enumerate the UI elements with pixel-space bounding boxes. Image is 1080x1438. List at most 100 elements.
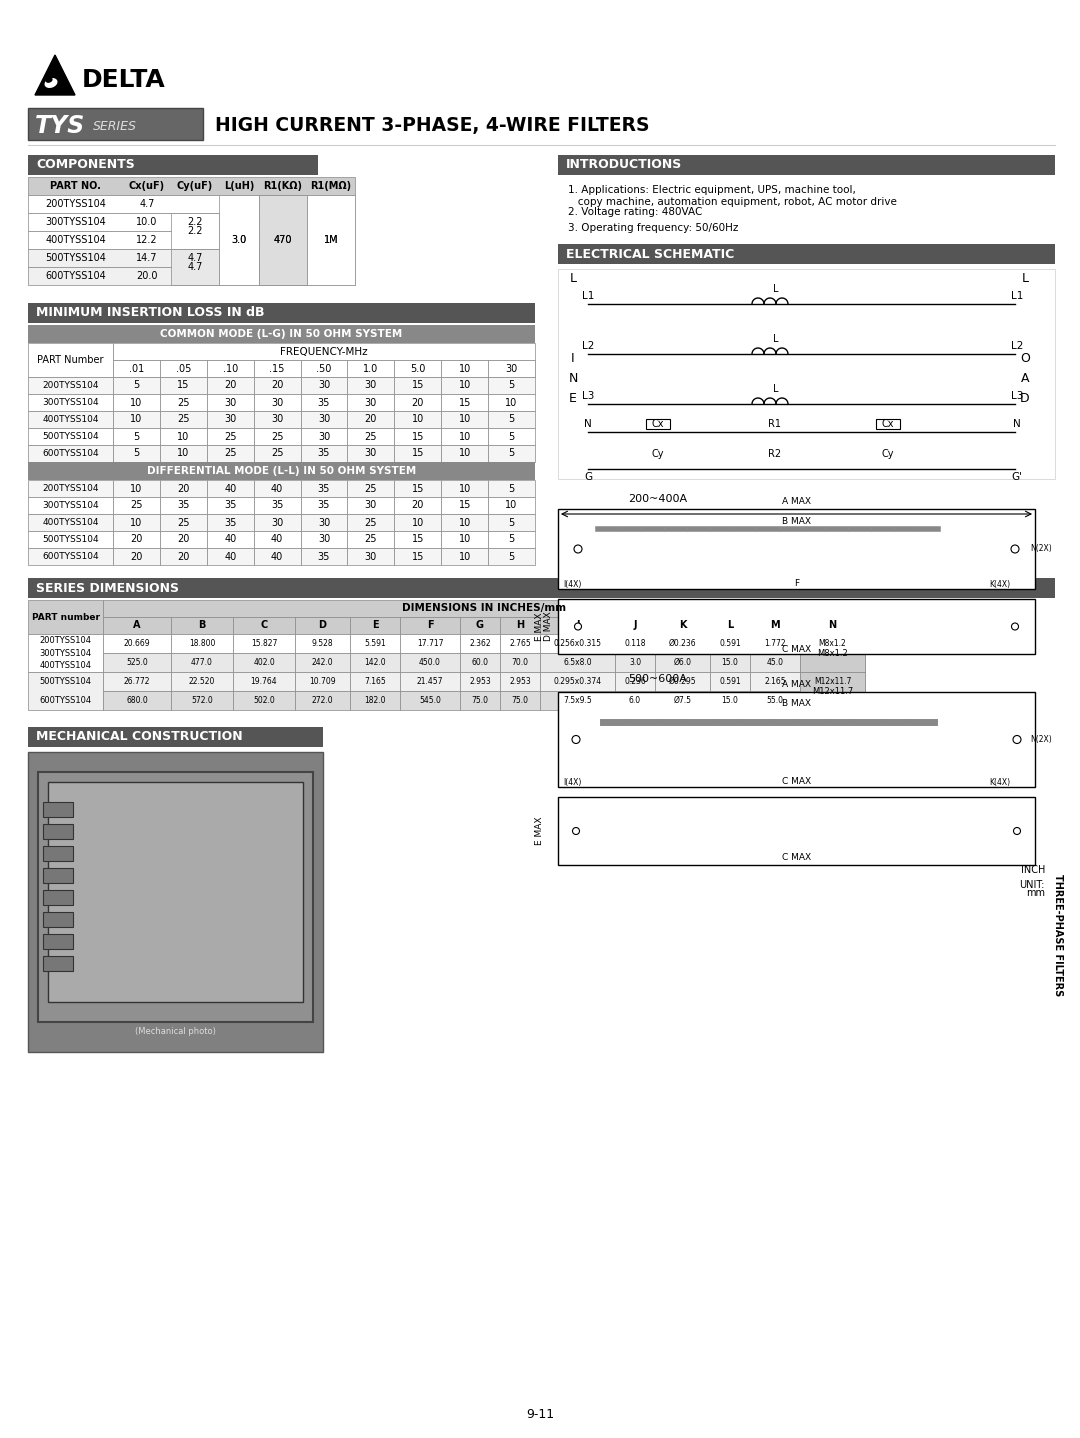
FancyBboxPatch shape — [300, 444, 348, 462]
Text: 20: 20 — [411, 500, 424, 510]
Text: 15.0: 15.0 — [721, 696, 739, 705]
FancyBboxPatch shape — [348, 444, 394, 462]
Text: E MAX: E MAX — [536, 817, 544, 846]
FancyBboxPatch shape — [206, 411, 254, 429]
Text: 15: 15 — [411, 449, 424, 459]
Text: 200TYSS104: 200TYSS104 — [40, 636, 92, 644]
Text: R1(KΩ): R1(KΩ) — [264, 181, 302, 191]
FancyBboxPatch shape — [750, 617, 800, 634]
Text: 200TYSS104: 200TYSS104 — [45, 198, 106, 209]
FancyBboxPatch shape — [233, 617, 295, 634]
Text: 3.0: 3.0 — [231, 234, 246, 244]
FancyBboxPatch shape — [348, 411, 394, 429]
FancyBboxPatch shape — [28, 344, 113, 377]
FancyBboxPatch shape — [646, 418, 670, 429]
FancyBboxPatch shape — [460, 617, 500, 634]
Text: M8x1.2: M8x1.2 — [819, 638, 847, 649]
Text: 10: 10 — [411, 414, 424, 424]
Text: 35: 35 — [318, 397, 330, 407]
FancyBboxPatch shape — [113, 480, 160, 498]
Text: 1.772: 1.772 — [765, 638, 786, 649]
Text: L: L — [773, 334, 779, 344]
FancyBboxPatch shape — [442, 411, 488, 429]
Text: 0.236: 0.236 — [624, 677, 646, 686]
Text: Ø0.295: Ø0.295 — [669, 677, 697, 686]
Text: 2.165: 2.165 — [765, 677, 786, 686]
Text: DIMENSIONS IN INCHES/mm: DIMENSIONS IN INCHES/mm — [402, 604, 566, 614]
Text: 500~600A: 500~600A — [629, 674, 688, 684]
FancyBboxPatch shape — [500, 692, 540, 710]
FancyBboxPatch shape — [800, 672, 865, 692]
Text: L(uH): L(uH) — [224, 181, 254, 191]
Text: G: G — [584, 472, 592, 482]
FancyBboxPatch shape — [394, 360, 442, 377]
FancyBboxPatch shape — [488, 360, 535, 377]
FancyBboxPatch shape — [28, 108, 203, 139]
FancyBboxPatch shape — [400, 653, 460, 672]
Text: 600TYSS104: 600TYSS104 — [40, 696, 92, 705]
FancyBboxPatch shape — [28, 377, 113, 394]
Text: L: L — [773, 384, 779, 394]
Text: 30: 30 — [365, 397, 377, 407]
Text: 19.764: 19.764 — [251, 677, 278, 686]
FancyBboxPatch shape — [160, 498, 206, 513]
FancyBboxPatch shape — [558, 269, 1055, 479]
Text: 30: 30 — [224, 397, 237, 407]
FancyBboxPatch shape — [540, 672, 615, 692]
Text: 20: 20 — [365, 414, 377, 424]
FancyBboxPatch shape — [750, 653, 800, 672]
FancyBboxPatch shape — [442, 444, 488, 462]
FancyBboxPatch shape — [295, 692, 350, 710]
FancyBboxPatch shape — [254, 394, 300, 411]
Text: DIFFERENTIAL MODE (L-L) IN 50 OHM SYSTEM: DIFFERENTIAL MODE (L-L) IN 50 OHM SYSTEM — [147, 466, 416, 476]
Text: 2.2: 2.2 — [187, 217, 203, 227]
Text: 2.953: 2.953 — [509, 677, 531, 686]
FancyBboxPatch shape — [350, 617, 400, 634]
Text: H: H — [516, 621, 524, 630]
Text: 35: 35 — [224, 518, 237, 528]
Text: K(4X): K(4X) — [989, 580, 1010, 588]
Text: 5: 5 — [509, 483, 515, 493]
FancyBboxPatch shape — [488, 498, 535, 513]
Text: A MAX: A MAX — [782, 680, 811, 689]
Text: 17.717: 17.717 — [417, 638, 443, 649]
Ellipse shape — [1013, 735, 1021, 743]
Text: 400TYSS104: 400TYSS104 — [42, 416, 98, 424]
FancyBboxPatch shape — [28, 531, 113, 548]
Text: E MAX: E MAX — [536, 613, 544, 641]
FancyBboxPatch shape — [442, 548, 488, 565]
Text: .01: .01 — [129, 364, 144, 374]
Text: 35: 35 — [177, 500, 189, 510]
Text: I: I — [571, 352, 575, 365]
Text: 0.256x0.315: 0.256x0.315 — [554, 638, 602, 649]
Text: F: F — [427, 621, 433, 630]
FancyBboxPatch shape — [540, 692, 615, 710]
FancyBboxPatch shape — [442, 513, 488, 531]
Text: 5.591: 5.591 — [364, 638, 386, 649]
FancyBboxPatch shape — [113, 360, 535, 377]
FancyBboxPatch shape — [348, 394, 394, 411]
FancyBboxPatch shape — [113, 429, 160, 444]
FancyBboxPatch shape — [800, 653, 865, 672]
Text: 10.0: 10.0 — [136, 217, 158, 227]
Text: 600TYSS104: 600TYSS104 — [42, 449, 98, 457]
FancyBboxPatch shape — [394, 377, 442, 394]
FancyBboxPatch shape — [750, 634, 800, 653]
FancyBboxPatch shape — [348, 531, 394, 548]
Text: 2. Voltage rating: 480VAC: 2. Voltage rating: 480VAC — [568, 207, 702, 217]
Text: N: N — [828, 621, 837, 630]
FancyBboxPatch shape — [300, 498, 348, 513]
Text: 22.520: 22.520 — [189, 677, 215, 686]
FancyBboxPatch shape — [300, 513, 348, 531]
Text: 30: 30 — [224, 414, 237, 424]
FancyBboxPatch shape — [219, 196, 259, 285]
Text: THREE-PHASE FILTERS: THREE-PHASE FILTERS — [1053, 873, 1064, 997]
FancyBboxPatch shape — [394, 411, 442, 429]
FancyBboxPatch shape — [28, 600, 103, 634]
FancyBboxPatch shape — [348, 513, 394, 531]
FancyBboxPatch shape — [488, 411, 535, 429]
FancyBboxPatch shape — [103, 600, 865, 617]
FancyBboxPatch shape — [206, 548, 254, 565]
Text: 10: 10 — [459, 381, 471, 391]
FancyBboxPatch shape — [300, 531, 348, 548]
